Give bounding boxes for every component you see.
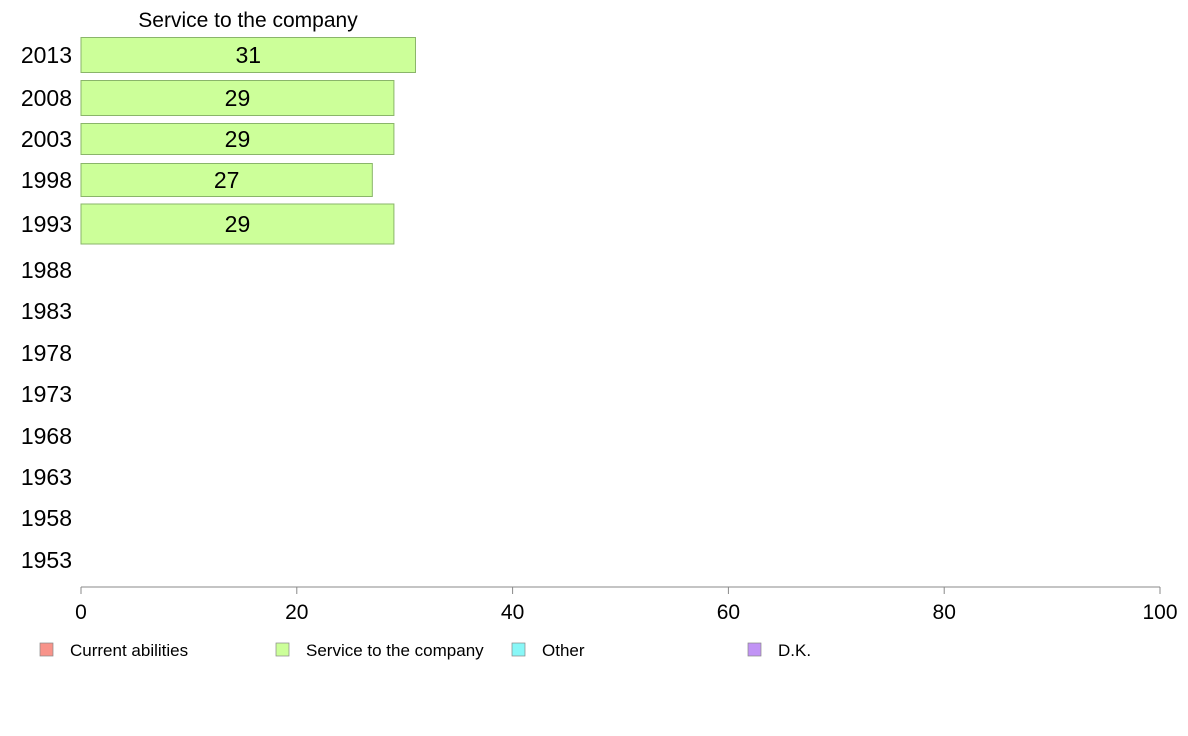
x-tick-label: 100 (1142, 601, 1177, 624)
y-tick-label: 1958 (21, 505, 72, 531)
y-tick-label: 1978 (21, 340, 72, 366)
y-tick-label: 1953 (21, 547, 72, 573)
y-tick-label: 1973 (21, 381, 72, 407)
legend-swatch (511, 642, 526, 657)
y-tick-label: 1988 (21, 257, 72, 283)
bar (80, 37, 416, 73)
data-label: 29 (225, 85, 251, 111)
legend: Current abilities Service to the company O… (39, 641, 811, 660)
bar (80, 163, 373, 197)
legend-label: Service to the company (306, 641, 484, 660)
y-tick-label: 2003 (21, 126, 72, 152)
x-tick-label: 80 (933, 601, 956, 624)
data-label: 29 (225, 126, 251, 152)
y-tick-label: 1963 (21, 464, 72, 490)
x-tick-label: 40 (501, 601, 524, 624)
legend-label: D.K. (778, 641, 811, 660)
legend-label: Current abilities (70, 641, 188, 660)
y-tick-label: 2013 (21, 42, 72, 68)
bar (80, 123, 395, 155)
legend-label: Other (542, 641, 585, 660)
y-tick-label: 1993 (21, 211, 72, 237)
legend-swatch (747, 642, 762, 657)
x-tick-label: 60 (717, 601, 740, 624)
x-axis: 0 20 40 60 80 100 (75, 586, 1178, 624)
legend-swatch (275, 642, 290, 657)
legend-swatch (39, 642, 54, 657)
y-axis-labels: 2013 2008 2003 1998 1993 1988 1983 1978 1973 1968… (21, 42, 72, 573)
x-tick-label: 0 (75, 601, 87, 624)
chart-title: Service to the company (138, 9, 358, 32)
bar (80, 80, 395, 116)
y-tick-label: 2008 (21, 85, 72, 111)
data-label: 27 (214, 167, 240, 193)
bars-group: 31 29 29 27 29 (80, 37, 416, 245)
y-tick-label: 1968 (21, 423, 72, 449)
data-label: 31 (235, 42, 261, 68)
y-tick-label: 1998 (21, 167, 72, 193)
x-tick-label: 20 (285, 601, 308, 624)
bar (80, 203, 395, 245)
data-label: 29 (225, 211, 251, 237)
y-tick-label: 1983 (21, 298, 72, 324)
